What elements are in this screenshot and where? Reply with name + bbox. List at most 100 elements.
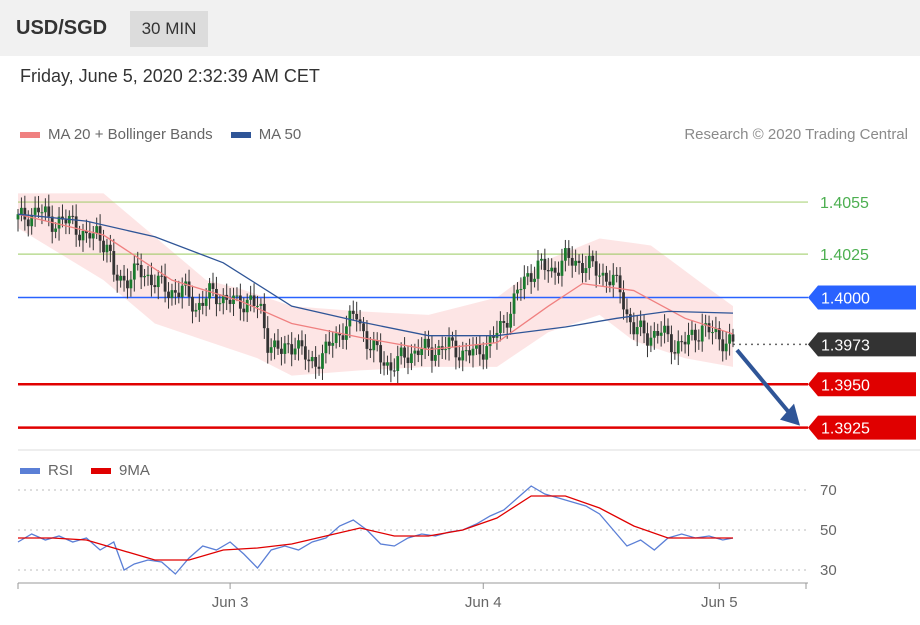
candle-body [676, 341, 680, 354]
ma50-legend-label: MA 50 [258, 126, 302, 143]
rsi-tick-70: 70 [820, 482, 837, 499]
candle-body [160, 275, 164, 277]
candle-body [129, 279, 133, 289]
candle-body [98, 226, 102, 241]
candle-body [410, 353, 413, 364]
candle-body [522, 276, 526, 290]
candle-body [40, 212, 44, 214]
candle-body [427, 338, 430, 348]
candle-body [386, 362, 389, 366]
candle-body [451, 337, 454, 341]
candle-body [700, 325, 704, 342]
rsi-line [17, 485, 734, 575]
candle-body [711, 332, 714, 334]
candle-body [379, 345, 383, 363]
candle-body [492, 336, 495, 338]
candle-body [37, 207, 40, 213]
candle-body [286, 343, 290, 345]
candle-body [163, 275, 167, 292]
candle-body [245, 299, 249, 313]
candle-body [177, 292, 181, 298]
candle-body [457, 357, 461, 361]
candle-body [362, 323, 365, 332]
rsi-ma-swatch [91, 467, 112, 474]
candle-body [338, 333, 341, 336]
candle-body [368, 348, 372, 351]
candle-body [399, 347, 403, 357]
candle-body [416, 350, 420, 356]
level-tag-1.4000 [808, 285, 916, 310]
candle-body [327, 341, 331, 346]
candle-body [553, 267, 557, 273]
candle-body [721, 339, 725, 352]
candle-body [690, 329, 694, 335]
candle-body [697, 340, 701, 342]
level-label-1.3950: 1.3950 [821, 377, 870, 394]
candle-body [180, 285, 184, 298]
candle-body [646, 333, 649, 346]
candle-body [529, 273, 533, 282]
rsi-tick-30: 30 [820, 562, 837, 579]
candle-body [649, 337, 653, 346]
candle-body [85, 231, 88, 234]
candle-body [194, 309, 198, 312]
candle-body [57, 216, 61, 229]
forecast-arrow-head [780, 403, 800, 426]
candle-body [625, 309, 629, 315]
candle-body [215, 288, 218, 305]
candle-body [437, 346, 441, 356]
time-tick-label: Jun 5 [701, 594, 738, 611]
candle-body [115, 274, 119, 281]
candle-body [259, 303, 263, 306]
candle-body [622, 292, 625, 310]
candle-body [628, 314, 632, 323]
candle-body [635, 327, 639, 335]
candle-body [724, 343, 728, 352]
candle-body [563, 248, 567, 261]
price-panel: 1.4055 1.4025 1.4000 1.3973 1.3950 1.3925 [16, 193, 920, 451]
candle-body [218, 303, 222, 305]
candle-body [341, 335, 345, 340]
candle-body [324, 341, 328, 354]
candle-body [105, 244, 109, 253]
candle-body [78, 234, 81, 241]
ma20-line [17, 213, 734, 351]
candle-body [314, 356, 318, 367]
candle-body [334, 333, 338, 343]
timeframe-badge[interactable]: 30 MIN [130, 11, 208, 47]
candle-body [33, 207, 37, 215]
candle-body [680, 341, 684, 343]
candle-body [560, 260, 564, 276]
candle-body [74, 216, 78, 235]
candle-body [714, 328, 718, 333]
rsi-swatch [20, 467, 40, 474]
candle-body [47, 206, 51, 217]
level-label-1.3925: 1.3925 [821, 421, 870, 438]
candle-body [403, 347, 406, 358]
candle-body [81, 231, 85, 241]
candle-body [310, 356, 314, 362]
time-axis: Jun 3 Jun 4 Jun 5 [17, 582, 808, 611]
candle-body [570, 257, 574, 266]
candle-body [567, 248, 571, 258]
candle-body [26, 219, 30, 227]
candle-body [345, 326, 348, 340]
candle-body [509, 313, 513, 328]
candle-body [290, 344, 294, 355]
candle-body [632, 322, 636, 335]
candle-body [351, 310, 355, 314]
candle-body [475, 344, 478, 349]
candle-body [43, 206, 47, 213]
candle-body [276, 340, 280, 349]
candle-body [256, 305, 259, 307]
level-tag-1.3973 [808, 332, 916, 357]
candle-body [273, 340, 276, 348]
candle-body [505, 322, 509, 328]
bollinger-band-area [18, 193, 733, 376]
candle-body [136, 263, 140, 265]
candle-body [574, 260, 578, 266]
candle-body [372, 340, 376, 351]
candle-body [228, 299, 232, 305]
candle-body [266, 328, 270, 353]
